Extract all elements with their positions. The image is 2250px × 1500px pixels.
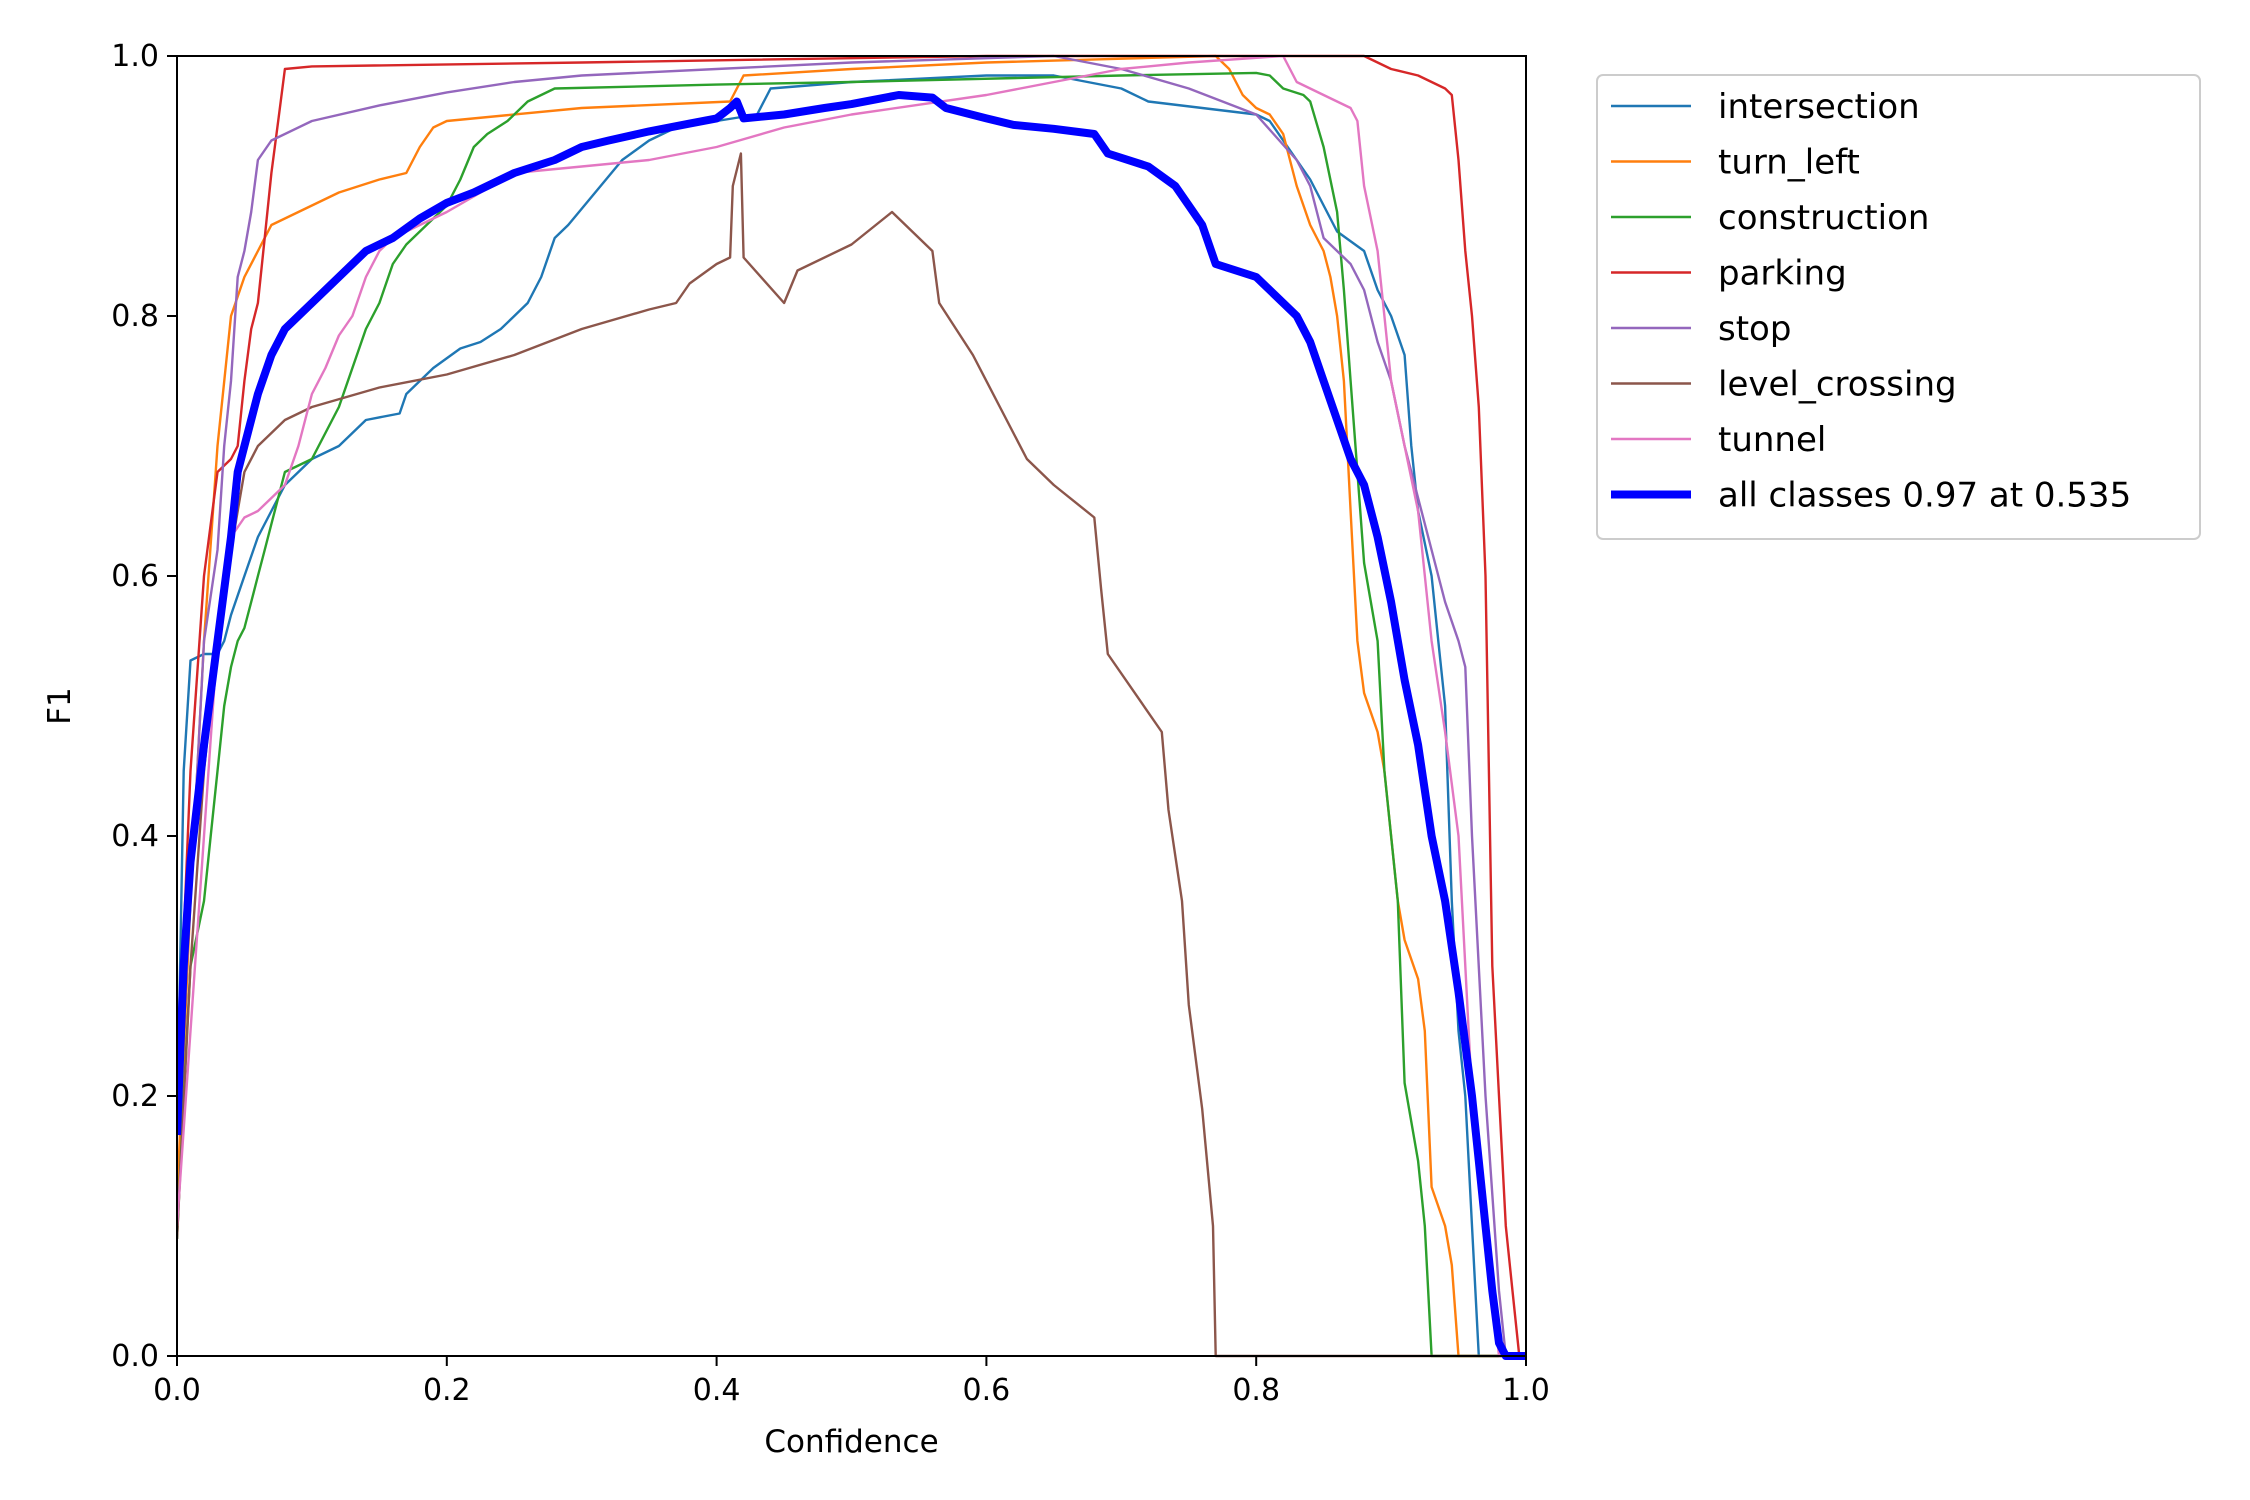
x-tick-label: 0.2 xyxy=(423,1373,471,1408)
legend-entry: intersection xyxy=(1718,87,1920,127)
x-tick-label: 0.4 xyxy=(693,1373,741,1408)
legend-entry: parking xyxy=(1718,254,1847,294)
legend-entry: level_crossing xyxy=(1718,365,1957,405)
plot-area xyxy=(177,54,1526,1360)
series-line-construction xyxy=(177,71,1526,1358)
series-line-level-crossing xyxy=(177,152,1526,1358)
legend: intersection turn_left construction parking… xyxy=(1596,74,2201,540)
x-tick-label: 0.8 xyxy=(1232,1373,1280,1408)
x-axis-label: Confidence xyxy=(764,1424,938,1460)
axes: 0.0 0.2 0.4 0.6 0.8 1.0 0.0 0.2 0.4 0.6 0.8 1.0 Conf… xyxy=(42,39,1550,1460)
series-line-stop xyxy=(177,54,1526,1358)
legend-box xyxy=(1596,74,2201,540)
legend-entry: construction xyxy=(1718,198,1929,238)
axes-frame xyxy=(176,55,1527,1357)
x-tick-label: 1.0 xyxy=(1502,1373,1550,1408)
y-tick-label: 0.8 xyxy=(111,299,159,334)
x-tick-label: 0.0 xyxy=(153,1373,201,1408)
legend-entry: tunnel xyxy=(1718,420,1826,460)
series-line-intersection xyxy=(177,74,1526,1358)
y-tick-label: 0.6 xyxy=(111,559,159,594)
y-tick-label: 1.0 xyxy=(111,39,159,74)
legend-entry: turn_left xyxy=(1718,143,1860,183)
x-tick-label: 0.6 xyxy=(963,1373,1011,1408)
legend-entry: stop xyxy=(1718,309,1791,349)
y-axis-label: F1 xyxy=(42,687,78,725)
y-tick-label: 0.4 xyxy=(111,819,159,854)
series-line-all-classes-0-97-at-0-535 xyxy=(177,91,1526,1360)
series-line-turn-left xyxy=(177,54,1526,1358)
series-line-tunnel xyxy=(177,54,1526,1358)
legend-entry: all classes 0.97 at 0.535 xyxy=(1718,476,2131,516)
y-tick-label: 0.0 xyxy=(111,1339,159,1374)
y-tick-label: 0.2 xyxy=(111,1079,159,1114)
